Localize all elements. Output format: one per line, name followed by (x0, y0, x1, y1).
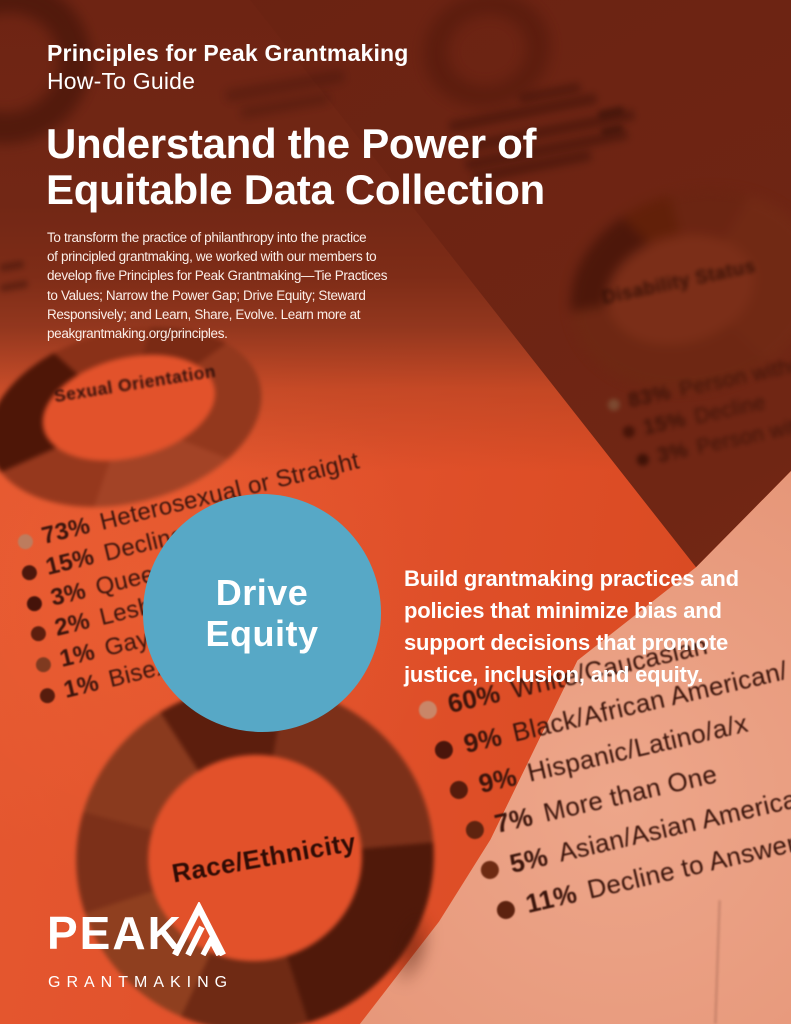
legend-dot (606, 397, 621, 412)
legend-dot (416, 698, 439, 721)
text-line: develop five Principles for Peak Grantma… (47, 268, 388, 284)
legend-dot (38, 686, 57, 705)
legend-dot (478, 858, 501, 881)
text-line: policies that minimize bias and (404, 598, 722, 623)
legend-dot (20, 563, 39, 582)
legend-dot (29, 624, 48, 643)
legend-dot (635, 452, 650, 467)
series-eyebrow: Principles for Peak Grantmaking (47, 40, 409, 66)
page-title-line1: Understand the Power of (46, 120, 537, 167)
guide-subtitle: How-To Guide (47, 68, 196, 94)
principle-description: Build grantmaking practices and policies … (404, 563, 739, 691)
text-line: Responsively; and Learn, Share, Evolve. … (47, 306, 361, 322)
legend-dot (33, 655, 52, 674)
legend-dot (432, 738, 455, 761)
logo-subword: GRANTMAKING (48, 974, 234, 991)
text-line: justice, inclusion, and equity. (404, 662, 703, 687)
badge-line1: Drive (215, 572, 309, 613)
peak-grantmaking-logo: PEAK GRANTMAKING (47, 900, 267, 1002)
page-title: Understand the Power of Equitable Data C… (46, 121, 545, 213)
donut-hole (31, 337, 227, 478)
legend-dot (621, 425, 636, 440)
page-title-line2: Equitable Data Collection (46, 166, 545, 213)
legend-dot (447, 778, 470, 801)
text-line: peakgrantmaking.org/principles. (47, 326, 228, 342)
logo-wordmark: PEAK (47, 907, 183, 959)
text-line: To transform the practice of philanthrop… (47, 230, 367, 245)
badge-line2: Equity (205, 613, 319, 654)
text-line: Build grantmaking practices and (404, 566, 739, 591)
drive-equity-badge: Drive Equity (143, 494, 381, 732)
intro-paragraph: To transform the practice of philanthrop… (47, 228, 387, 343)
peak-mountain-icon (171, 900, 227, 957)
text-line: to Values; Narrow the Power Gap; Drive E… (47, 287, 366, 303)
text-line: support decisions that promote (404, 630, 729, 655)
legend-dot (463, 818, 486, 841)
text-line: of principled grantmaking, we worked wit… (47, 249, 377, 265)
legend-dot (24, 593, 43, 612)
legend-dot (494, 898, 517, 921)
legend-dot (15, 532, 34, 551)
